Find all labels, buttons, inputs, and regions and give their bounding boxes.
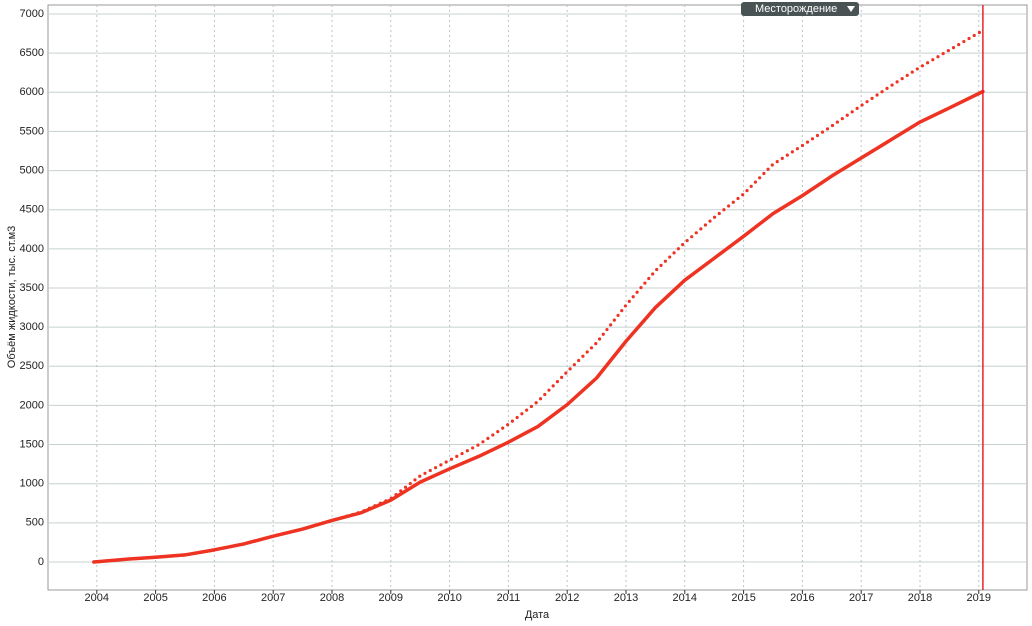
- y-tick-label: 7000: [20, 8, 44, 20]
- x-tick-label: 2015: [731, 592, 755, 604]
- x-axis-label: Дата: [525, 609, 550, 621]
- y-tick-label: 5500: [20, 125, 44, 137]
- dropdown[interactable]: Месторождение: [741, 2, 859, 16]
- y-axis-label: Объём жидкости, тыс. ст.м3: [6, 226, 18, 368]
- x-tick-label: 2004: [85, 592, 109, 604]
- x-tick-label: 2008: [320, 592, 344, 604]
- y-tick-label: 3500: [20, 282, 44, 294]
- x-tick-label: 2007: [261, 592, 285, 604]
- y-tick-label: 1000: [20, 478, 44, 490]
- plot-area: [47, 4, 1028, 591]
- y-tick-label: 0: [38, 556, 44, 568]
- x-tick-label: 2006: [202, 592, 226, 604]
- y-tick-label: 6000: [20, 86, 44, 98]
- y-tick-label: 1500: [20, 438, 44, 450]
- x-tick-label: 2014: [673, 592, 697, 604]
- x-tick-label: 2018: [908, 592, 932, 604]
- y-tick-label: 2500: [20, 360, 44, 372]
- y-tick-label: 2000: [20, 399, 44, 411]
- x-tick-label: 2019: [967, 592, 991, 604]
- y-tick-label: 3000: [20, 321, 44, 333]
- x-tick-label: 2011: [497, 592, 521, 604]
- x-tick-label: 2012: [555, 592, 579, 604]
- y-tick-label: 4000: [20, 243, 44, 255]
- x-tick-label: 2010: [437, 592, 461, 604]
- y-tick-label: 4500: [20, 204, 44, 216]
- y-tick-label: 5000: [20, 164, 44, 176]
- y-tick-label: 6500: [20, 47, 44, 59]
- x-tick-label: 2005: [143, 592, 167, 604]
- x-tick-label: 2013: [614, 592, 638, 604]
- data-line: [92, 28, 985, 564]
- x-tick-label: 2009: [379, 592, 403, 604]
- y-tick-label: 500: [26, 517, 44, 529]
- x-tick-label: 2016: [790, 592, 814, 604]
- x-tick-label: 2017: [849, 592, 873, 604]
